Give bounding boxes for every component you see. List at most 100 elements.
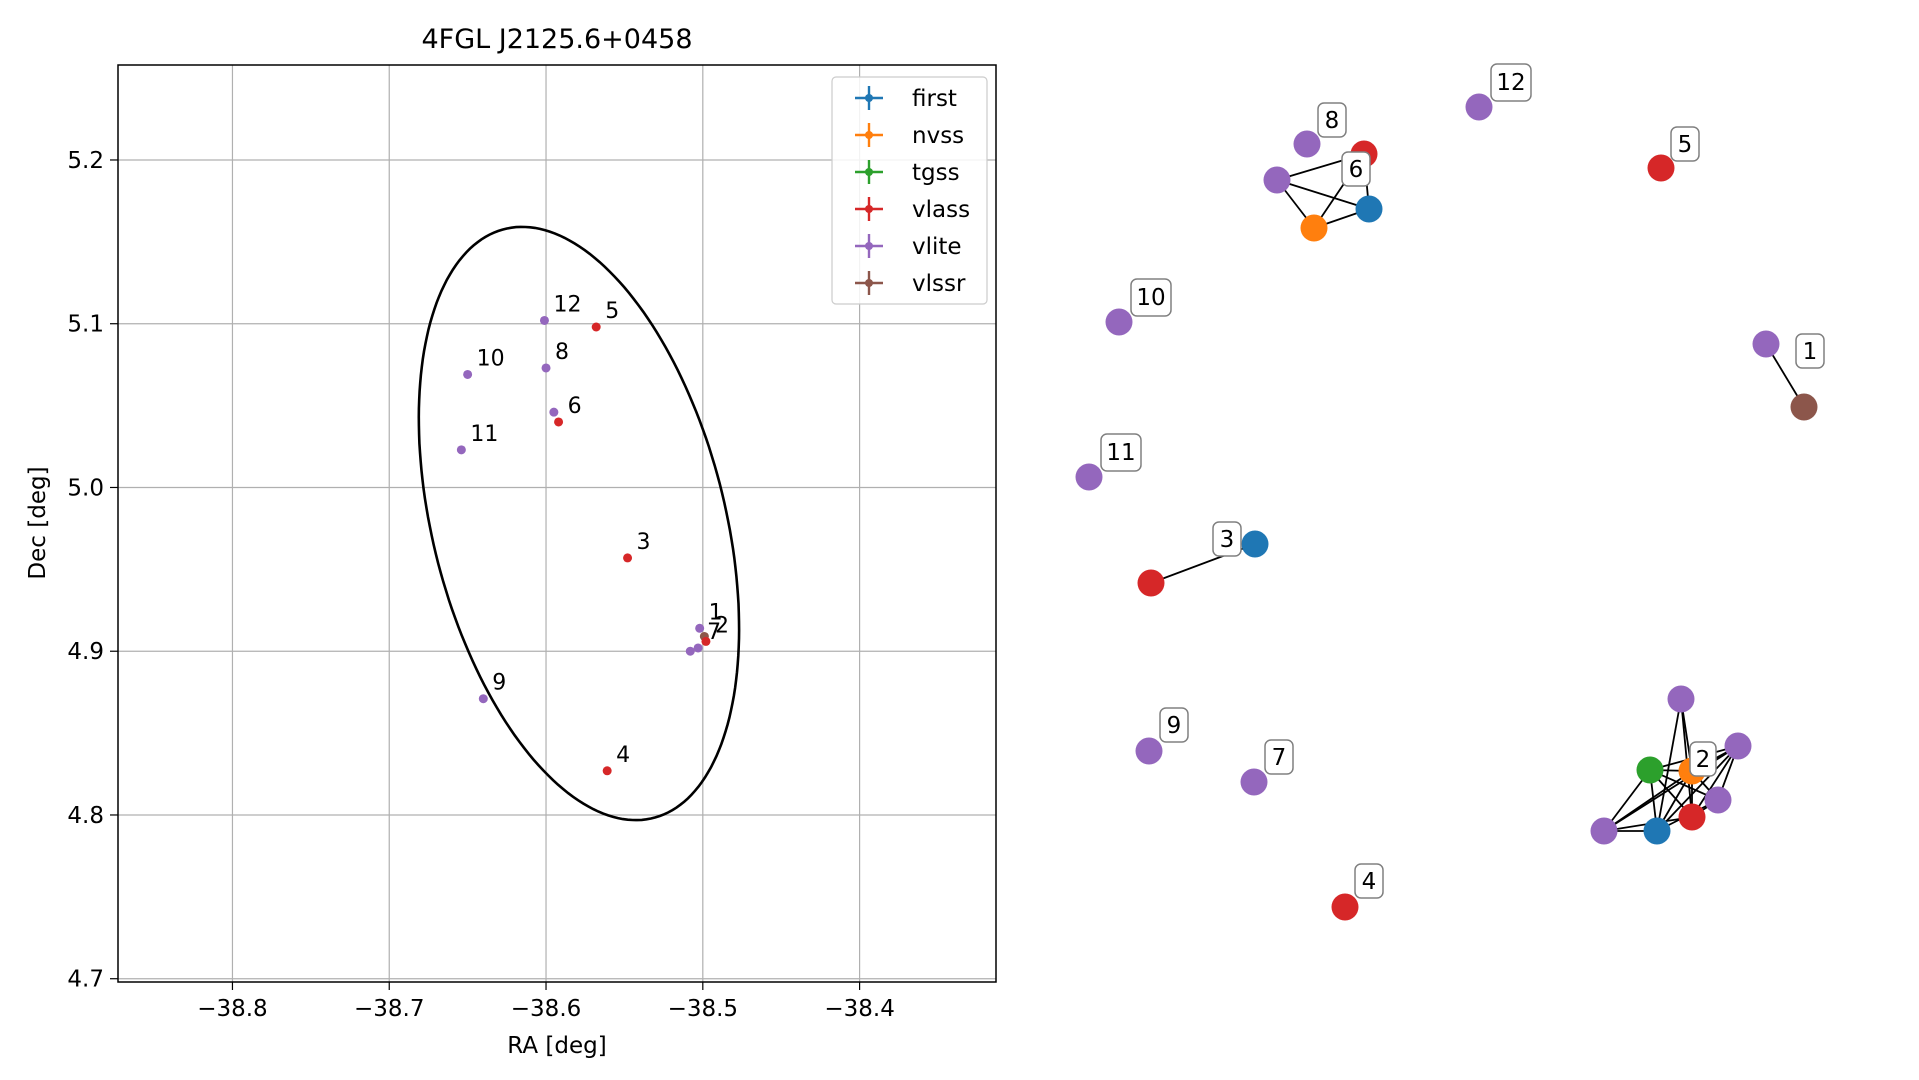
y-tick-label: 5.2 (67, 148, 104, 174)
graph-edge (1656, 745, 1739, 832)
graph-label-text: 11 (1106, 440, 1135, 466)
legend-marker-dot (865, 279, 873, 287)
y-tick-label: 4.7 (67, 967, 104, 993)
x-tick-label: −38.7 (354, 996, 424, 1022)
x-tick-label: −38.4 (824, 996, 894, 1022)
error-ellipse (417, 225, 741, 822)
graph-label-text: 4 (1362, 869, 1377, 895)
graph-node-tgss (1636, 756, 1664, 784)
graph-label: 12 (1490, 63, 1532, 102)
graph-label: 5 (1670, 126, 1700, 162)
graph-node-vlite (1135, 737, 1163, 765)
point-label: 8 (555, 340, 569, 365)
graph-node-vlite (1667, 685, 1695, 713)
graph-label: 1 (1795, 333, 1825, 369)
point-label: 11 (470, 422, 498, 447)
point-label: 7 (707, 620, 721, 645)
scatter-point-vlass (554, 417, 564, 427)
graph-node-labels: 12 8 6 5 10 1 11 3 9 7 2 4 (1100, 63, 1825, 899)
y-tick-label: 5.0 (67, 475, 104, 501)
graph-nodes (1075, 93, 1818, 921)
scatter-point-vlite (549, 407, 559, 417)
point-label: 3 (637, 530, 651, 555)
graph-node-vlite (1105, 308, 1133, 336)
chart-title: 4FGL J2125.6+0458 (421, 24, 692, 55)
graph-node-first (1355, 195, 1383, 223)
graph-node-first (1643, 817, 1671, 845)
x-axis-ticks: −38.8 −38.7 −38.6 −38.5 −38.4 (197, 982, 895, 1022)
graph-edge (1691, 745, 1739, 818)
graph-node-nvss (1300, 214, 1328, 242)
graph-label: 10 (1130, 278, 1172, 317)
graph-node-vlite (1263, 166, 1291, 194)
graph-label-text: 6 (1349, 157, 1364, 183)
graph-label: 8 (1317, 102, 1347, 138)
y-tick-label: 4.9 (67, 639, 104, 665)
graph-label-text: 7 (1272, 745, 1287, 771)
scatter-point-vlite (541, 363, 551, 373)
graph-label-text: 10 (1136, 285, 1165, 311)
scatter-point-vlass (701, 636, 711, 646)
graph-node-vlite (1590, 817, 1618, 845)
legend-marker-dot (865, 242, 873, 250)
y-tick-label: 5.1 (67, 312, 104, 338)
scatter-point-vlite (539, 315, 549, 325)
graph-label-text: 5 (1678, 132, 1693, 158)
scatter-point-vlass (602, 766, 612, 776)
legend-marker-dot (865, 168, 873, 176)
graph-node-vlite (1724, 732, 1752, 760)
x-tick-label: −38.8 (197, 996, 267, 1022)
graph-node-vlite (1704, 786, 1732, 814)
graph-label-text: 1 (1803, 339, 1818, 365)
scatter-point-vlite (685, 646, 695, 656)
y-tick-label: 4.8 (67, 803, 104, 829)
point-label: 12 (553, 292, 581, 317)
point-label: 2 (715, 613, 729, 638)
graph-label: 6 (1341, 151, 1371, 187)
point-label: 9 (492, 671, 506, 696)
graph-label: 11 (1100, 433, 1142, 472)
legend-entry-tgss: tgss (912, 160, 960, 186)
y-axis-ticks: 4.7 4.8 4.9 5.0 5.1 5.2 (67, 148, 118, 993)
legend-marker-dot (865, 131, 873, 139)
graph-label: 4 (1354, 863, 1384, 899)
graph-node-vlite (1465, 93, 1493, 121)
graph-node-vlite (1075, 463, 1103, 491)
scatter-points: 12 5 10 8 6 11 3 172 9 4 (456, 292, 729, 776)
legend-entry-vlssr: vlssr (912, 271, 966, 297)
legend-entry-vlass: vlass (912, 197, 970, 223)
point-label: 4 (616, 743, 630, 768)
graph-edge (1276, 179, 1370, 210)
point-label: 5 (605, 299, 619, 324)
graph-node-vlass (1678, 803, 1706, 831)
legend-marker-dot (865, 205, 873, 213)
graph-label: 2 (1689, 741, 1717, 777)
point-label: 6 (568, 394, 582, 419)
legend-entry-nvss: nvss (912, 123, 964, 149)
y-axis-label: Dec [deg] (25, 466, 51, 579)
graph-label-text: 3 (1220, 527, 1235, 553)
legend-entry-vlite: vlite (912, 234, 962, 260)
point-label: 1 (709, 600, 723, 625)
scatter-point-vlite (456, 445, 466, 455)
graph-node-vlass (1647, 154, 1675, 182)
legend-frame (831, 76, 988, 305)
scatter-point-vlass (591, 322, 601, 332)
graph-label: 3 (1212, 521, 1242, 557)
scatter-point-vlite (478, 694, 488, 704)
graph-node-first (1241, 530, 1269, 558)
graph-node-vlite (1240, 768, 1268, 796)
scatter-point-vlite (463, 369, 473, 379)
axes-frame (117, 64, 997, 983)
graph-label: 9 (1159, 707, 1189, 743)
scatter-point-vlass (623, 553, 633, 563)
gridlines (118, 65, 996, 982)
network-graph: 12 8 6 5 10 1 11 3 9 7 2 4 (1075, 63, 1825, 921)
graph-node-vlass (1331, 893, 1359, 921)
x-tick-label: −38.6 (511, 996, 581, 1022)
legend-entry-first: first (912, 86, 957, 112)
graph-label-text: 8 (1325, 108, 1340, 134)
graph-node-vlass (1137, 569, 1165, 597)
